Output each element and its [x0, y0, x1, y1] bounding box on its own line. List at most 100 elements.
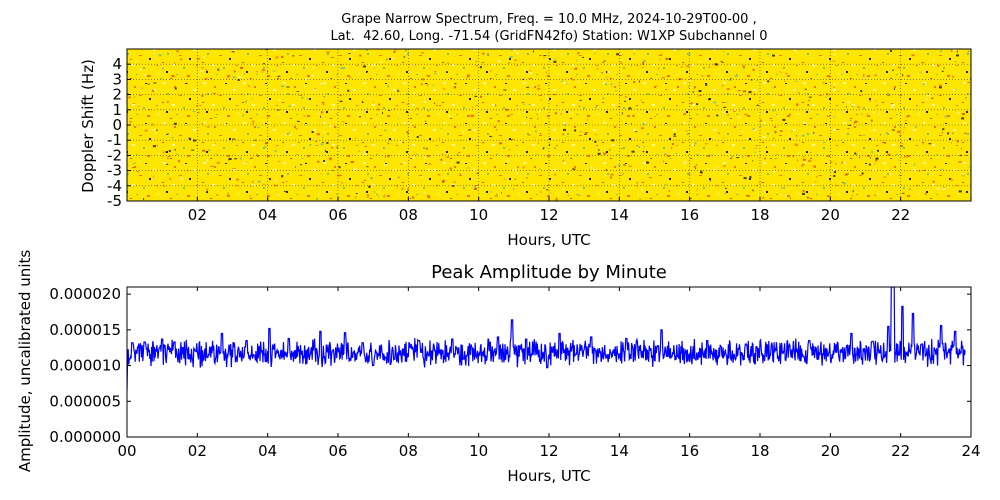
amplitude-y-tick-label: 0.000020 [49, 285, 121, 303]
spectrum-speckle [532, 84, 534, 87]
spectrum-speckle [572, 79, 575, 81]
spectrum-speckle [503, 178, 506, 180]
spectrum-speckle [875, 100, 876, 102]
spectrum-speckle [664, 151, 667, 154]
spectrum-speckle [278, 98, 281, 101]
spectrum-y-tick-label: -2 [107, 146, 122, 164]
spectrum-speckle [604, 175, 607, 177]
spectrum-speckle [961, 147, 962, 150]
spectrum-speckle [958, 190, 962, 193]
spectrum-speckle [643, 146, 646, 148]
spectrum-speckle [582, 56, 584, 58]
spectrum-speckle [427, 109, 430, 112]
spectrum-speckle [863, 134, 865, 136]
spectrum-speckle [705, 53, 707, 55]
spectrum-speckle [401, 186, 403, 188]
spectrum-speckle [723, 193, 726, 195]
spectrum-speckle [596, 68, 599, 70]
spectrum-speckle [174, 148, 176, 151]
spectrum-speckle [351, 99, 353, 101]
spectrum-speckle [314, 88, 316, 90]
spectrum-speckle [742, 65, 746, 68]
spectrum-speckle [320, 111, 323, 114]
spectrum-speckle [423, 101, 427, 103]
spectrum-speckle [737, 90, 741, 91]
spectrum-speckle [887, 94, 891, 96]
spectrum-speckle [843, 182, 846, 185]
spectrum-speckle [659, 58, 661, 61]
spectrum-speckle [620, 59, 623, 61]
spectrum-speckle [733, 110, 736, 112]
spectrum-speckle [826, 93, 829, 96]
spectrum-speckle [479, 189, 481, 191]
spectrum-speckle [132, 103, 135, 104]
spectrum-speckle [244, 161, 247, 163]
spectrum-speckle [268, 121, 271, 123]
spectrum-speckle [232, 138, 236, 140]
spectrum-speckle [825, 96, 828, 98]
spectrum-speckle [597, 152, 601, 155]
spectrum-speckle [690, 102, 693, 105]
spectrum-speckle [372, 191, 376, 193]
spectrum-speckle [595, 134, 597, 136]
spectrum-speckle [264, 145, 267, 148]
spectrum-speckle [180, 58, 183, 61]
spectrum-speckle [272, 70, 276, 72]
spectrum-speckle [251, 123, 254, 125]
spectrum-speckle [554, 173, 556, 176]
spectrum-speckle [932, 180, 935, 183]
spectrum-speckle [775, 158, 777, 160]
spectrum-speckle [143, 198, 145, 201]
spectrum-speckle [900, 142, 903, 144]
spectrum-speckle [877, 149, 879, 152]
spectrum-speckle [428, 163, 432, 165]
spectrum-speckle [429, 68, 431, 69]
spectrum-speckle [277, 195, 280, 197]
spectrum-speckle [227, 192, 229, 195]
spectrum-speckle [610, 173, 614, 176]
spectrum-speckle [207, 149, 210, 152]
spectrum-speckle [954, 61, 957, 63]
spectrum-speckle [501, 192, 502, 194]
spectrum-speckle [499, 51, 501, 53]
spectrum-speckle [850, 170, 852, 171]
spectrum-speckle [401, 188, 404, 191]
spectrum-speckle [149, 75, 152, 77]
spectrum-speckle [689, 80, 693, 82]
spectrum-speckle [304, 78, 308, 81]
spectrum-speckle [296, 91, 299, 92]
spectrum-speckle [132, 167, 136, 169]
spectrum-speckle [743, 90, 746, 93]
spectrum-speckle [801, 134, 805, 137]
spectrum-speckle [132, 162, 136, 164]
spectrum-speckle [890, 169, 892, 171]
spectrum-speckle [554, 112, 557, 115]
spectrum-y-tick-label: 4 [112, 55, 122, 73]
spectrum-speckle [863, 161, 865, 163]
spectrum-speckle [510, 113, 513, 115]
spectrum-speckle [370, 177, 373, 180]
spectrum-speckle [276, 173, 277, 175]
spectrum-speckle [855, 113, 858, 115]
spectrum-y-tick-label: 3 [112, 70, 122, 88]
spectrum-speckle [871, 151, 874, 153]
spectrum-speckle [822, 82, 825, 84]
spectrum-speckle [138, 161, 141, 163]
spectrum-speckle [227, 75, 231, 78]
spectrum-speckle [782, 118, 786, 121]
spectrum-speckle [218, 120, 221, 122]
spectrum-speckle [665, 57, 669, 60]
spectrum-speckle [908, 188, 911, 190]
spectrum-speckle [902, 132, 904, 133]
spectrum-speckle [860, 90, 863, 93]
spectrum-speckle [280, 176, 283, 178]
spectrum-speckle [771, 87, 774, 89]
spectrum-speckle [200, 67, 204, 69]
spectrum-speckle [968, 166, 972, 168]
spectrum-speckle [806, 196, 809, 199]
spectrum-speckle [809, 152, 812, 154]
spectrum-speckle [903, 155, 907, 158]
spectrum-speckle [890, 105, 894, 108]
spectrum-speckle [905, 116, 909, 118]
spectrum-speckle [668, 189, 670, 192]
